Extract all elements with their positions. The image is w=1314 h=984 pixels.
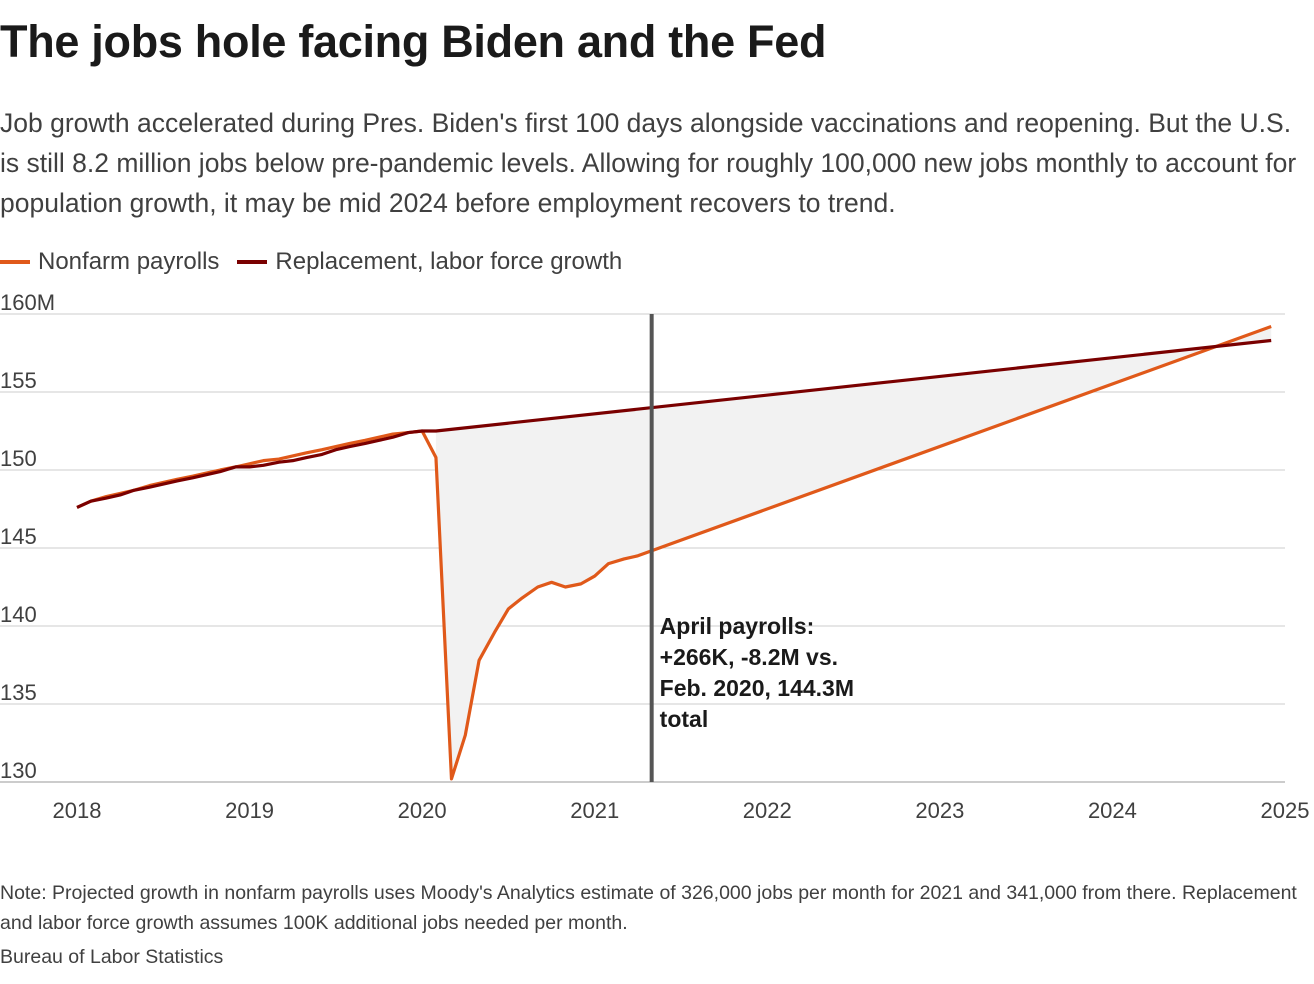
legend-label-replacement: Replacement, labor force growth [275,248,623,275]
y-tick-label-145: 145 [0,524,37,549]
legend-label-nonfarm: Nonfarm payrolls [38,248,220,275]
y-tick-label-160: 160M [0,290,55,315]
line-chart: 130 135 140 145 150 155 160M 2018 2019 2020 2021 20… [0,290,1310,823]
legend-swatch-replacement [237,260,268,264]
source-label: Bureau of Labor Statistics [0,946,224,968]
x-tick-label-2025: 2025 [1261,798,1310,823]
legend-item-replacement: Replacement, labor force growth [237,248,622,276]
y-tick-label-130: 130 [0,758,37,783]
y-tick-label-135: 135 [0,680,37,705]
y-tick-label-140: 140 [0,602,37,627]
chart-title: The jobs hole facing Biden and the Fed [0,16,827,67]
footnote: Note: Projected growth in nonfarm payrol… [0,882,1297,934]
annotation-line-2: +266K, -8.2M vs. [660,644,838,670]
annotation-line-4: total [660,706,709,732]
x-tick-label-2022: 2022 [743,798,792,823]
annotation-line-3: Feb. 2020, 144.3M [660,675,854,701]
x-tick-label-2020: 2020 [398,798,447,823]
y-tick-label-150: 150 [0,446,37,471]
x-tick-label-2024: 2024 [1088,798,1137,823]
x-tick-label-2019: 2019 [225,798,274,823]
legend-item-nonfarm: Nonfarm payrolls [0,248,219,276]
x-tick-label-2018: 2018 [53,798,102,823]
chart-legend: Nonfarm payrolls Replacement, labor forc… [0,246,640,278]
gap-shading [435,326,1272,779]
annotation-line-1: April payrolls: [660,613,815,639]
chart-subtitle: Job growth accelerated during Pres. Bide… [0,108,1297,218]
x-tick-label-2021: 2021 [570,798,619,823]
y-tick-label-155: 155 [0,368,37,393]
series-line-replacement [76,338,1272,509]
x-tick-label-2023: 2023 [915,798,964,823]
legend-swatch-nonfarm [0,260,30,264]
